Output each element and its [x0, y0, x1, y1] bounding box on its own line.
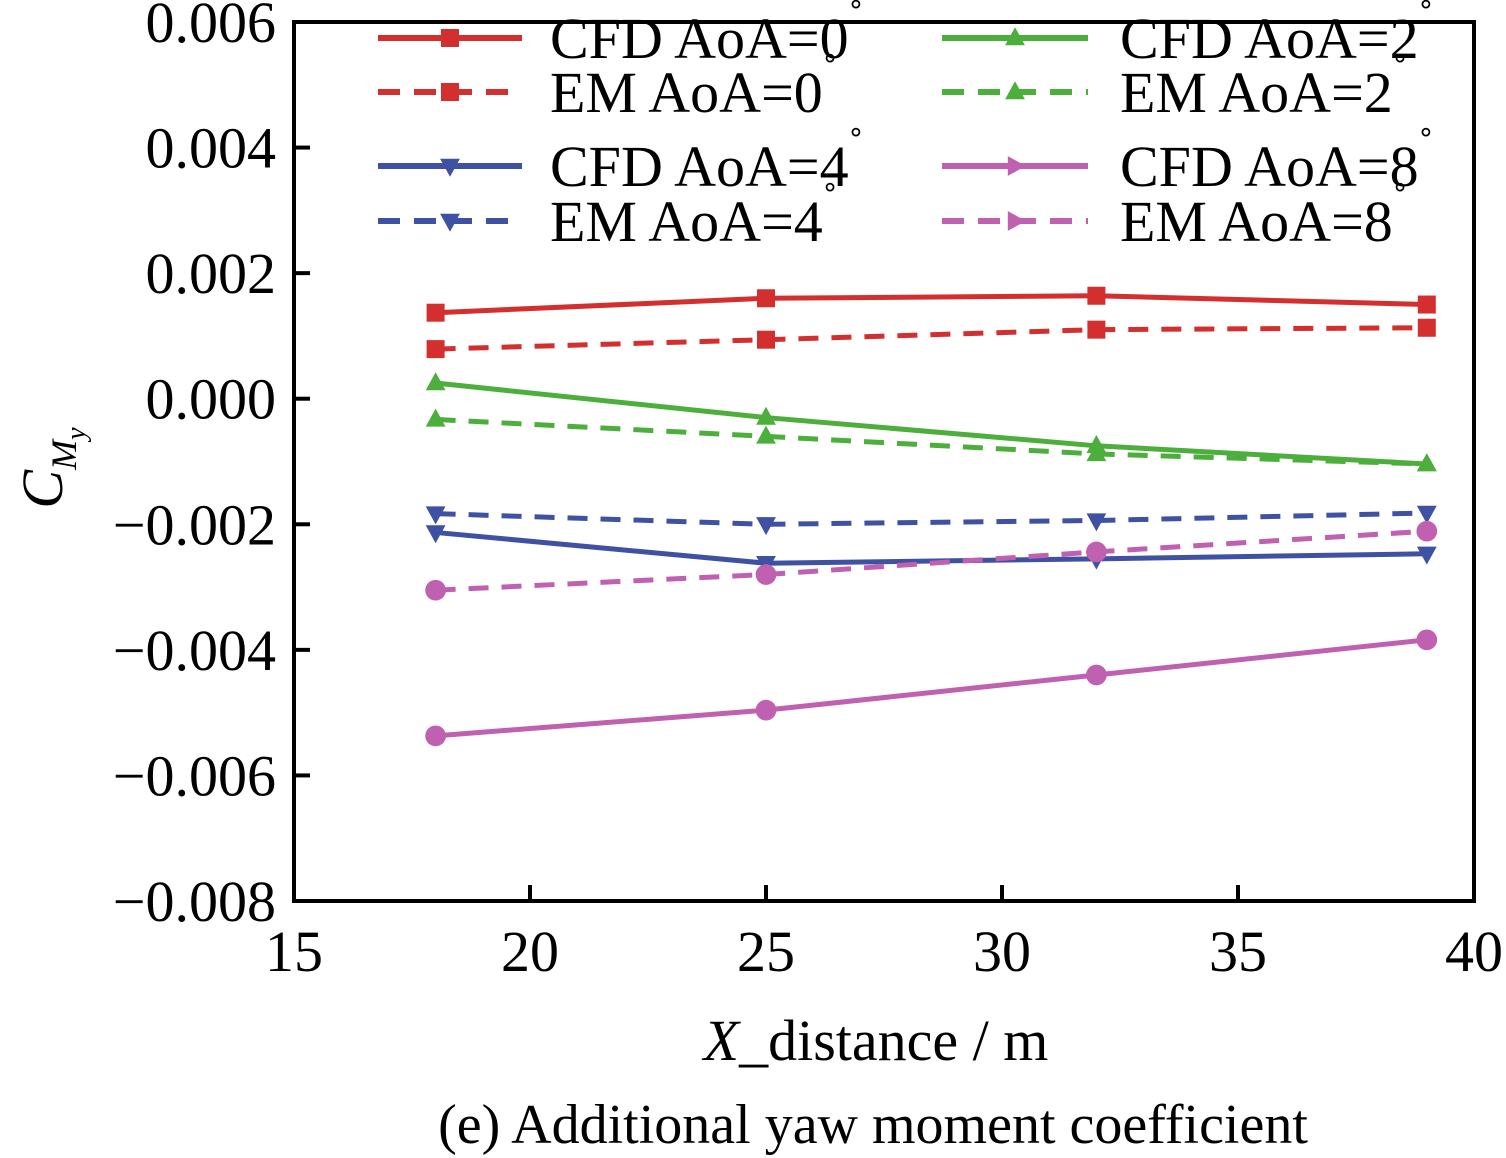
data-point-cfd-aoa-8	[755, 699, 777, 721]
legend-label-cfd-aoa-0: CFD AoA=0˚	[550, 0, 863, 71]
legend-label-em-aoa-8: EM AoA=8˚	[1120, 176, 1407, 254]
legend-marker-cfd-aoa-0	[441, 29, 459, 47]
legend-label-cfd-aoa-2: CFD AoA=2˚	[1120, 0, 1433, 71]
y-axis-title: CMy	[10, 427, 92, 509]
series-line-em-aoa-0	[435, 325, 1427, 352]
data-point-em-aoa-8	[1086, 541, 1107, 563]
series-line-em-aoa-2	[435, 416, 1427, 467]
legend-label-cfd-aoa-8: CFD AoA=8˚	[1120, 121, 1433, 199]
x-tick-label: 25	[737, 919, 795, 984]
series-line-cfd-aoa-4	[435, 529, 1427, 566]
legend-label-cfd-aoa-4: CFD AoA=4˚	[550, 121, 863, 199]
data-point-cfd-aoa-4	[1416, 546, 1437, 565]
x-axis-title-rest: _distance / m	[738, 1008, 1048, 1073]
data-point-cfd-aoa-2	[425, 372, 446, 391]
data-point-em-aoa-2	[1086, 443, 1107, 462]
y-tick-label: −0.004	[113, 618, 276, 683]
series-line-cfd-aoa-2	[435, 380, 1427, 467]
data-point-em-aoa-4	[425, 506, 446, 525]
data-point-cfd-aoa-0	[757, 289, 775, 308]
x-tick-label: 40	[1445, 919, 1503, 984]
data-point-em-aoa-8	[1416, 520, 1438, 542]
data-point-cfd-aoa-4	[425, 525, 446, 544]
svg-text:CMy: CMy	[10, 427, 92, 509]
data-point-cfd-aoa-0	[1087, 286, 1106, 305]
data-point-em-aoa-0	[757, 330, 775, 349]
y-tick-label: 0.006	[146, 0, 277, 55]
data-point-em-aoa-0	[1087, 320, 1106, 339]
series-line-em-aoa-8	[435, 528, 1427, 593]
data-point-cfd-aoa-8	[425, 725, 446, 747]
legend-marker-cfd-aoa-8	[1007, 156, 1026, 176]
data-point-cfd-aoa-0	[1417, 295, 1436, 314]
x-tick-label: 15	[265, 919, 323, 984]
data-point-em-aoa-4	[1416, 505, 1437, 524]
legend-marker-cfd-aoa-4	[440, 158, 460, 177]
data-point-cfd-aoa-0	[426, 303, 445, 322]
x-tick-label: 30	[973, 919, 1031, 984]
x-tick-label: 20	[501, 919, 559, 984]
plot-markers	[425, 286, 1438, 747]
legend-marker-em-aoa-8	[1007, 211, 1026, 231]
y-tick-label: 0.004	[146, 116, 277, 181]
data-point-cfd-aoa-8	[1086, 664, 1107, 686]
legend-marker-em-aoa-0	[441, 83, 459, 101]
legend-label-em-aoa-4: EM AoA=4˚	[550, 176, 837, 254]
x-axis-title: X_distance / m	[702, 1008, 1049, 1073]
y-axis: 0.006 0.004 0.002 0.000 −0.002 −0.004 −0.006 −0…	[113, 0, 310, 934]
y-axis-title-subsub: y	[61, 427, 92, 443]
y-axis-title-sub: M	[44, 438, 84, 471]
x-tick-label: 35	[1209, 919, 1267, 984]
y-tick-label: −0.002	[113, 492, 276, 557]
y-tick-label: −0.006	[113, 743, 276, 808]
data-point-em-aoa-2	[756, 425, 776, 444]
x-axis: 15 20 25 30 35 40	[265, 885, 1503, 984]
y-tick-label: 0.002	[146, 241, 277, 306]
legend-label-em-aoa-2: EM AoA=2˚	[1120, 47, 1407, 125]
legend-marker-cfd-aoa-2	[1005, 27, 1025, 46]
legend-label-em-aoa-0: EM AoA=0˚	[550, 47, 837, 125]
data-point-em-aoa-2	[425, 408, 446, 427]
plot-frame	[292, 20, 1476, 903]
figure-caption: (e) Additional yaw moment coefficient	[438, 1094, 1308, 1156]
series-line-cfd-aoa-0	[435, 293, 1427, 316]
y-tick-label: −0.008	[113, 869, 276, 934]
series-line-em-aoa-4	[435, 510, 1427, 527]
y-axis-title-main: C	[10, 469, 75, 509]
data-point-em-aoa-8	[425, 579, 446, 601]
legend-marker-em-aoa-4	[440, 213, 460, 232]
data-point-em-aoa-0	[426, 340, 445, 359]
data-point-cfd-aoa-8	[1416, 629, 1438, 651]
data-point-em-aoa-4	[756, 517, 776, 536]
plot-lines	[435, 293, 1428, 739]
series-line-cfd-aoa-8	[435, 637, 1428, 739]
data-point-em-aoa-8	[755, 564, 777, 585]
data-point-em-aoa-0	[1417, 318, 1436, 337]
legend-marker-em-aoa-2	[1005, 81, 1025, 100]
data-point-em-aoa-4	[1086, 513, 1107, 532]
y-tick-label: 0.000	[146, 367, 277, 432]
data-point-cfd-aoa-2	[756, 406, 776, 425]
data-point-em-aoa-2	[1416, 453, 1437, 472]
x-axis-title-italic: X	[702, 1008, 742, 1073]
legend: CFD AoA=0˚EM AoA=0˚CFD AoA=4˚EM AoA=4˚ CF…	[378, 0, 1433, 254]
